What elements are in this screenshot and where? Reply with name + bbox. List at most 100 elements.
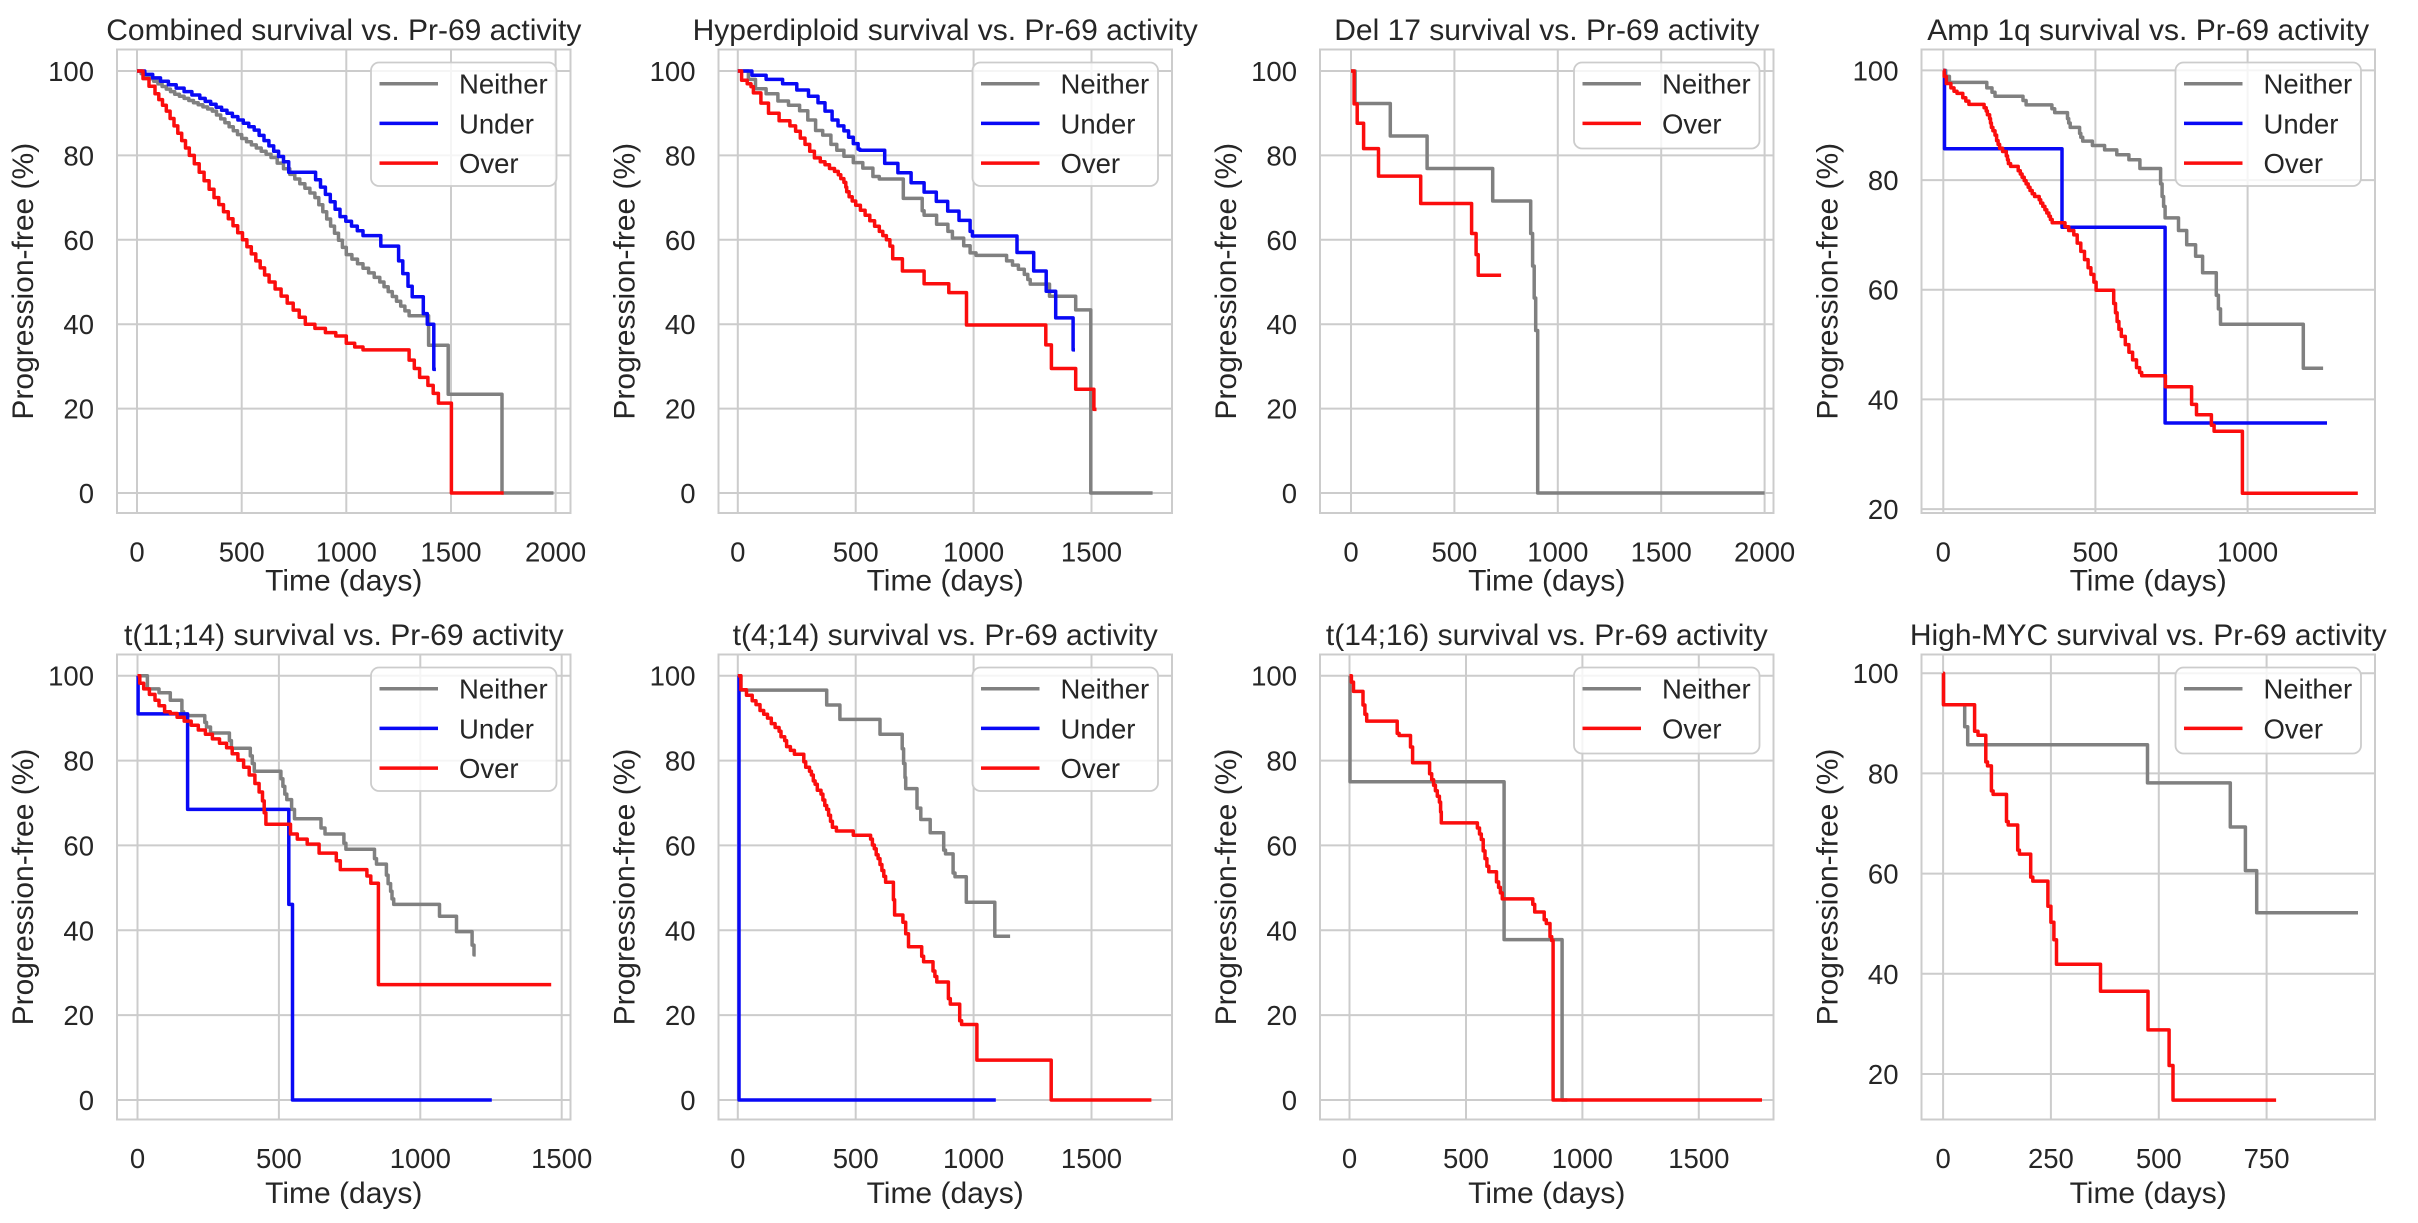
svg-text:1000: 1000 <box>2217 537 2278 568</box>
svg-text:2000: 2000 <box>525 537 586 568</box>
svg-text:20: 20 <box>1868 1059 1899 1090</box>
svg-text:Time (days): Time (days) <box>2070 1177 2227 1210</box>
svg-text:100: 100 <box>650 56 696 87</box>
svg-text:0: 0 <box>730 1143 745 1174</box>
svg-text:1500: 1500 <box>420 537 481 568</box>
svg-text:500: 500 <box>219 537 265 568</box>
svg-text:1000: 1000 <box>1552 1143 1613 1174</box>
svg-text:60: 60 <box>665 830 696 861</box>
svg-text:Time (days): Time (days) <box>1468 1177 1625 1210</box>
svg-text:40: 40 <box>1868 384 1899 415</box>
svg-text:40: 40 <box>1266 309 1297 340</box>
svg-text:Over: Over <box>1662 108 1722 139</box>
svg-text:Neither: Neither <box>1061 69 1150 100</box>
svg-text:Progression-free (%): Progression-free (%) <box>1210 749 1243 1026</box>
svg-text:Under: Under <box>459 713 534 744</box>
svg-text:1000: 1000 <box>1527 537 1588 568</box>
svg-text:500: 500 <box>1431 537 1477 568</box>
svg-text:t(14;16) survival vs. Pr-69 ac: t(14;16) survival vs. Pr-69 activity <box>1326 619 1768 652</box>
svg-text:0: 0 <box>79 1085 94 1116</box>
svg-text:0: 0 <box>680 1085 695 1116</box>
svg-text:Progression-free (%): Progression-free (%) <box>7 143 40 420</box>
svg-text:60: 60 <box>63 225 94 256</box>
svg-text:100: 100 <box>1251 661 1297 692</box>
svg-text:750: 750 <box>2244 1143 2290 1174</box>
svg-text:Time (days): Time (days) <box>867 1177 1024 1210</box>
svg-text:500: 500 <box>2136 1143 2182 1174</box>
svg-text:40: 40 <box>63 915 94 946</box>
svg-text:20: 20 <box>63 394 94 425</box>
svg-text:Neither: Neither <box>1662 69 1751 100</box>
svg-text:Over: Over <box>459 148 519 179</box>
svg-text:60: 60 <box>1266 830 1297 861</box>
svg-text:60: 60 <box>1868 275 1899 306</box>
svg-text:1000: 1000 <box>316 537 377 568</box>
svg-text:100: 100 <box>1853 55 1899 86</box>
svg-text:Under: Under <box>1061 713 1136 744</box>
svg-text:Progression-free (%): Progression-free (%) <box>609 749 642 1026</box>
svg-text:20: 20 <box>1266 1000 1297 1031</box>
svg-text:80: 80 <box>1868 165 1899 196</box>
svg-text:Over: Over <box>459 753 519 784</box>
svg-text:500: 500 <box>833 1143 879 1174</box>
svg-text:80: 80 <box>63 746 94 777</box>
svg-text:Neither: Neither <box>1061 674 1150 705</box>
svg-text:0: 0 <box>1935 1143 1950 1174</box>
svg-text:Over: Over <box>1061 753 1121 784</box>
svg-text:20: 20 <box>665 1000 696 1031</box>
svg-text:Progression-free (%): Progression-free (%) <box>1812 749 1845 1026</box>
svg-text:0: 0 <box>130 1143 145 1174</box>
svg-text:80: 80 <box>1266 140 1297 171</box>
svg-text:80: 80 <box>63 140 94 171</box>
svg-text:100: 100 <box>48 56 94 87</box>
svg-text:60: 60 <box>665 225 696 256</box>
svg-text:t(11;14) survival vs. Pr-69 ac: t(11;14) survival vs. Pr-69 activity <box>124 619 564 652</box>
svg-text:Progression-free (%): Progression-free (%) <box>609 143 642 420</box>
svg-text:0: 0 <box>1282 1085 1297 1116</box>
svg-text:1500: 1500 <box>1631 537 1692 568</box>
svg-text:Neither: Neither <box>2264 674 2353 705</box>
svg-text:Time (days): Time (days) <box>265 565 422 598</box>
svg-text:0: 0 <box>1342 1143 1357 1174</box>
svg-text:0: 0 <box>79 478 94 509</box>
svg-text:Time (days): Time (days) <box>2070 565 2227 598</box>
svg-text:100: 100 <box>650 661 696 692</box>
svg-text:20: 20 <box>1868 494 1899 525</box>
svg-text:Combined survival vs. Pr-69 ac: Combined survival vs. Pr-69 activity <box>106 14 581 47</box>
svg-text:1500: 1500 <box>1061 537 1122 568</box>
svg-text:Progression-free (%): Progression-free (%) <box>7 749 40 1026</box>
svg-text:40: 40 <box>1868 959 1899 990</box>
svg-text:40: 40 <box>63 309 94 340</box>
svg-text:20: 20 <box>1266 394 1297 425</box>
svg-text:Neither: Neither <box>459 69 548 100</box>
svg-text:80: 80 <box>1266 746 1297 777</box>
svg-text:20: 20 <box>63 1000 94 1031</box>
svg-text:Over: Over <box>1061 148 1121 179</box>
svg-text:250: 250 <box>2028 1143 2074 1174</box>
svg-text:80: 80 <box>1868 758 1899 789</box>
svg-text:Over: Over <box>1662 713 1722 744</box>
svg-text:0: 0 <box>680 478 695 509</box>
svg-text:40: 40 <box>1266 915 1297 946</box>
svg-text:Progression-free (%): Progression-free (%) <box>1210 143 1243 420</box>
svg-text:Time (days): Time (days) <box>1468 565 1625 598</box>
svg-text:Time (days): Time (days) <box>867 565 1024 598</box>
svg-text:Under: Under <box>1061 108 1136 139</box>
svg-text:Under: Under <box>2264 108 2339 139</box>
svg-text:20: 20 <box>665 394 696 425</box>
svg-text:80: 80 <box>665 746 696 777</box>
svg-text:40: 40 <box>665 915 696 946</box>
svg-text:Neither: Neither <box>1662 674 1751 705</box>
svg-text:0: 0 <box>1936 537 1951 568</box>
svg-text:500: 500 <box>833 537 879 568</box>
svg-text:2000: 2000 <box>1734 537 1795 568</box>
svg-text:Over: Over <box>2264 148 2324 179</box>
svg-text:1500: 1500 <box>531 1143 592 1174</box>
svg-text:Del 17 survival vs. Pr-69 acti: Del 17 survival vs. Pr-69 activity <box>1334 14 1759 47</box>
svg-text:60: 60 <box>1868 859 1899 890</box>
svg-text:1000: 1000 <box>390 1143 451 1174</box>
svg-text:1500: 1500 <box>1668 1143 1729 1174</box>
svg-text:Under: Under <box>459 108 534 139</box>
svg-text:1500: 1500 <box>1061 1143 1122 1174</box>
svg-text:Amp 1q survival vs. Pr-69 acti: Amp 1q survival vs. Pr-69 activity <box>1927 14 2369 47</box>
